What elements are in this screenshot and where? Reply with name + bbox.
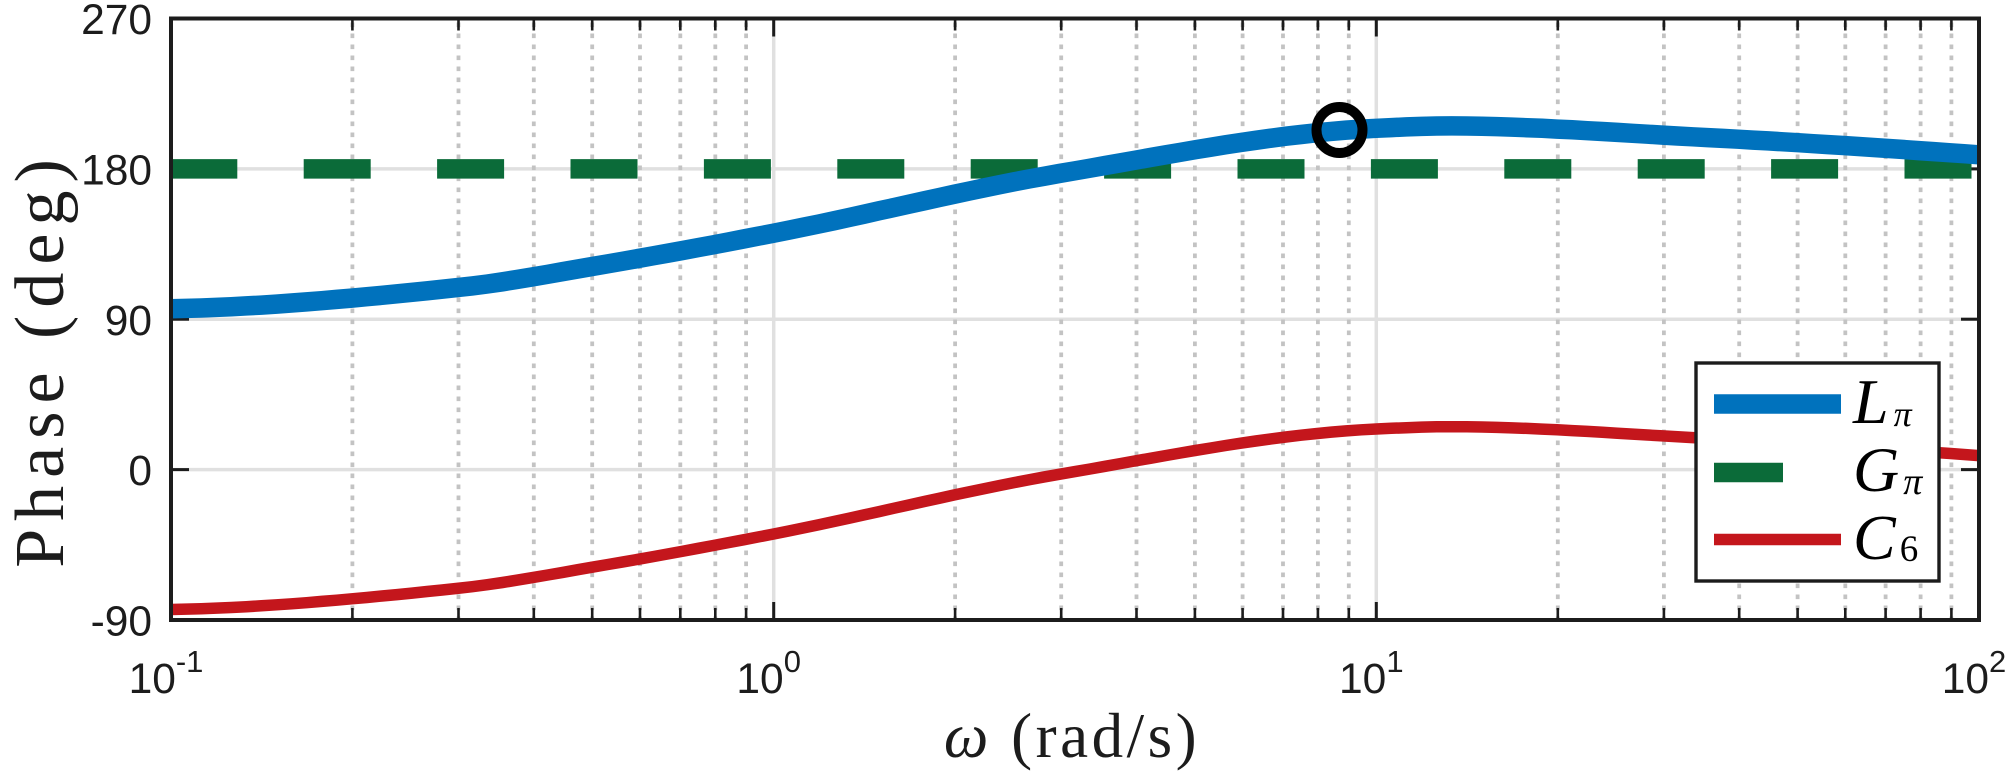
svg-text:90: 90 (105, 298, 152, 345)
svg-text:ω (rad/s): ω (rad/s) (944, 701, 1200, 771)
svg-text:-90: -90 (91, 599, 152, 646)
svg-text:270: 270 (81, 0, 152, 44)
svg-text:0: 0 (128, 448, 152, 495)
svg-text:Phase (deg): Phase (deg) (2, 151, 79, 568)
svg-text:180: 180 (81, 147, 152, 194)
